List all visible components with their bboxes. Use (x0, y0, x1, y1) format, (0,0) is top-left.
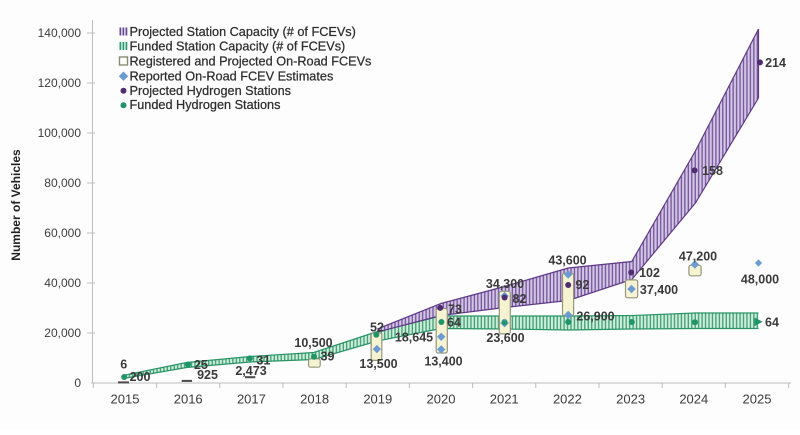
svg-text:2,473: 2,473 (235, 364, 266, 378)
svg-text:2020: 2020 (427, 392, 456, 407)
svg-text:39: 39 (321, 350, 335, 364)
svg-text:43,600: 43,600 (548, 253, 586, 267)
svg-text:80,000: 80,000 (44, 176, 81, 190)
svg-text:20,000: 20,000 (44, 326, 81, 340)
svg-text:Funded Station Capacity (# of: Funded Station Capacity (# of FCEVs) (130, 39, 346, 53)
svg-text:0: 0 (74, 376, 81, 390)
svg-text:48,000: 48,000 (741, 272, 779, 286)
svg-text:214: 214 (765, 56, 786, 70)
svg-text:92: 92 (576, 278, 590, 292)
svg-text:26,900: 26,900 (576, 310, 614, 324)
svg-text:2015: 2015 (111, 392, 140, 407)
svg-text:2021: 2021 (490, 392, 519, 407)
svg-text:Registered and Projected On-Ro: Registered and Projected On-Road FCEVs (130, 54, 372, 68)
svg-text:140,000: 140,000 (38, 26, 82, 40)
svg-text:40,000: 40,000 (44, 276, 81, 290)
svg-text:102: 102 (639, 266, 660, 280)
svg-text:10,500: 10,500 (294, 336, 332, 350)
svg-text:64: 64 (765, 316, 779, 330)
svg-text:37,400: 37,400 (640, 283, 678, 297)
svg-text:82: 82 (513, 292, 527, 306)
svg-text:2019: 2019 (363, 392, 392, 407)
svg-text:925: 925 (197, 368, 218, 382)
svg-text:73: 73 (448, 302, 462, 316)
svg-text:100,000: 100,000 (38, 126, 82, 140)
svg-text:47,200: 47,200 (679, 250, 717, 264)
svg-text:23,600: 23,600 (486, 331, 524, 345)
svg-text:13,500: 13,500 (359, 357, 397, 371)
svg-text:52: 52 (370, 321, 384, 335)
svg-text:6: 6 (120, 357, 127, 371)
svg-text:Projected Station Capacity (#: Projected Station Capacity (# of FCEVs) (130, 25, 356, 39)
svg-text:2018: 2018 (300, 392, 329, 407)
svg-text:25: 25 (194, 358, 208, 372)
svg-text:2016: 2016 (174, 392, 203, 407)
svg-text:Reported On-Road FCEV Estimate: Reported On-Road FCEV Estimates (130, 69, 334, 83)
svg-text:34,300: 34,300 (486, 277, 524, 291)
svg-text:18,645: 18,645 (395, 331, 433, 345)
svg-text:Projected Hydrogen Stations: Projected Hydrogen Stations (130, 84, 292, 98)
svg-text:120,000: 120,000 (38, 76, 82, 90)
svg-text:158: 158 (702, 164, 723, 178)
svg-text:200: 200 (130, 370, 151, 384)
svg-text:2025: 2025 (743, 392, 772, 407)
svg-text:Funded Hydrogen Stations: Funded Hydrogen Stations (130, 98, 281, 112)
svg-text:64: 64 (447, 315, 461, 329)
svg-text:31: 31 (257, 353, 271, 367)
svg-text:2023: 2023 (616, 392, 645, 407)
svg-text:13,400: 13,400 (424, 354, 462, 368)
svg-text:60,000: 60,000 (44, 226, 81, 240)
svg-text:2022: 2022 (553, 392, 582, 407)
svg-text:2017: 2017 (237, 392, 266, 407)
svg-text:2024: 2024 (679, 392, 708, 407)
svg-text:Number of Vehicles: Number of Vehicles (9, 149, 23, 261)
